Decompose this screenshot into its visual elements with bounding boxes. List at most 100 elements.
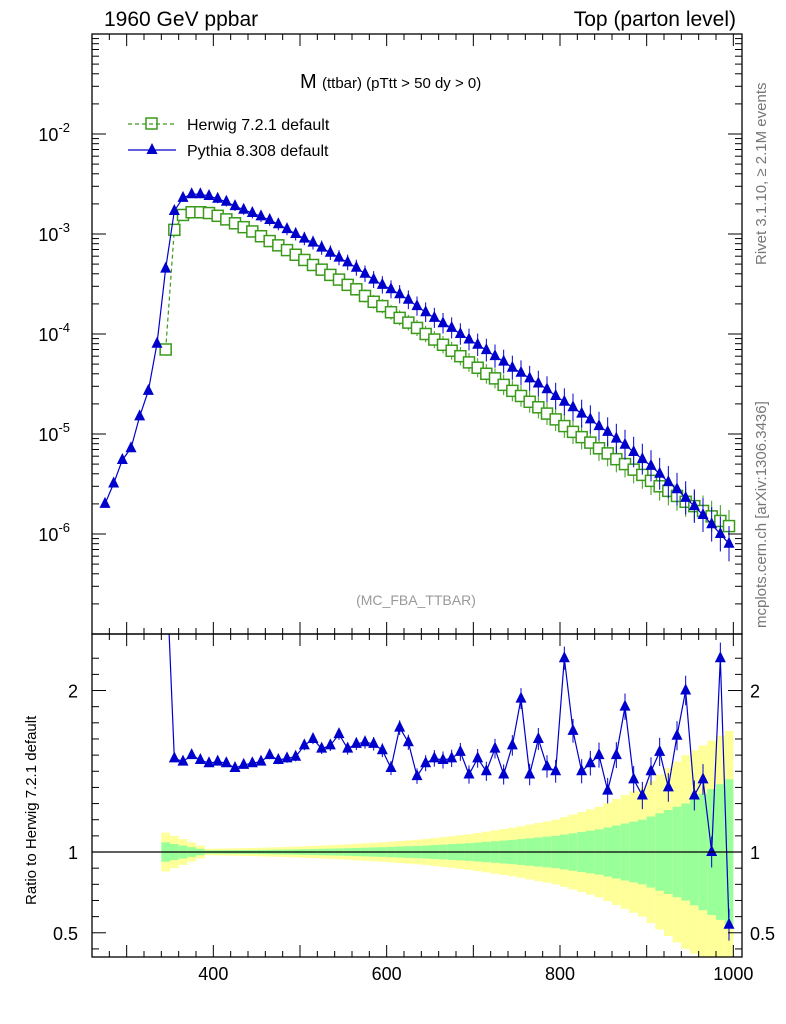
data-point-triangle bbox=[472, 751, 484, 763]
legend-label-herwig: Herwig 7.2.1 default bbox=[187, 117, 330, 134]
data-point-triangle bbox=[506, 360, 518, 372]
legend-entry-pythia: Pythia 8.308 default bbox=[128, 143, 329, 160]
data-point-triangle bbox=[550, 764, 562, 776]
data-point-triangle bbox=[593, 419, 605, 431]
header-left-label: 1960 GeV ppbar bbox=[104, 8, 259, 31]
data-point-triangle bbox=[194, 752, 206, 764]
data-point-square bbox=[488, 372, 502, 385]
x-tick-label: 400 bbox=[198, 964, 228, 984]
data-point-triangle bbox=[688, 788, 700, 800]
data-point-triangle bbox=[168, 203, 180, 215]
ratio-y-tick-label-right: 2 bbox=[750, 682, 760, 702]
data-point-triangle bbox=[576, 406, 588, 418]
data-point-triangle bbox=[99, 496, 111, 508]
data-point-square bbox=[549, 413, 562, 426]
data-point-triangle bbox=[654, 466, 666, 478]
data-point-triangle bbox=[714, 527, 726, 538]
data-point-triangle bbox=[324, 245, 336, 257]
data-point-triangle bbox=[645, 458, 657, 470]
data-point-triangle bbox=[437, 316, 449, 328]
series-line bbox=[104, 193, 730, 545]
data-point-triangle bbox=[125, 441, 137, 453]
data-point-square bbox=[350, 283, 363, 296]
data-point-triangle bbox=[463, 332, 475, 344]
data-point-triangle bbox=[385, 282, 397, 294]
data-point-triangle bbox=[480, 343, 492, 355]
data-point-triangle bbox=[316, 741, 328, 753]
plot-title-main: M bbox=[300, 71, 317, 93]
data-point-triangle bbox=[532, 376, 544, 388]
data-point-triangle bbox=[489, 349, 501, 361]
data-point-square bbox=[168, 223, 181, 237]
y-tick-label: 10-6 bbox=[38, 520, 70, 545]
x-tick-label: 800 bbox=[545, 964, 575, 984]
main-plot-series bbox=[99, 187, 736, 562]
data-point-triangle bbox=[723, 536, 735, 548]
data-point-square bbox=[532, 401, 545, 414]
data-point-triangle bbox=[359, 735, 371, 747]
data-point-triangle bbox=[602, 424, 614, 436]
data-point-triangle bbox=[680, 490, 692, 502]
data-point-triangle bbox=[411, 769, 423, 781]
ratio-y-tick-label-right: 1 bbox=[750, 843, 760, 863]
data-point-triangle bbox=[307, 731, 319, 743]
data-point-triangle bbox=[298, 738, 310, 750]
data-point-triangle bbox=[498, 354, 510, 366]
data-point-triangle bbox=[134, 409, 146, 421]
data-point-triangle bbox=[593, 748, 605, 760]
data-point-triangle bbox=[524, 767, 536, 779]
data-point-triangle bbox=[255, 209, 267, 221]
data-point-triangle bbox=[333, 727, 345, 739]
data-point-triangle bbox=[142, 383, 154, 395]
data-point-triangle bbox=[584, 756, 596, 768]
data-point-triangle bbox=[515, 691, 527, 703]
data-point-triangle bbox=[472, 337, 484, 349]
data-point-triangle bbox=[212, 191, 224, 203]
mcplots-side-label: mcplots.cern.ch [arXiv:1306.3436] bbox=[753, 401, 770, 628]
data-point-triangle bbox=[298, 231, 310, 243]
data-point-triangle bbox=[619, 437, 631, 449]
data-point-triangle bbox=[498, 767, 510, 779]
data-point-triangle bbox=[203, 188, 215, 200]
data-point-triangle bbox=[402, 735, 414, 747]
ratio-y-tick-label: 0.5 bbox=[53, 924, 78, 944]
data-point-triangle bbox=[515, 365, 527, 377]
data-point-triangle bbox=[203, 756, 215, 768]
data-point-triangle bbox=[238, 202, 250, 214]
data-point-triangle bbox=[706, 517, 718, 529]
data-point-triangle bbox=[177, 754, 189, 766]
x-tick-label: 600 bbox=[372, 964, 402, 984]
data-point-triangle bbox=[645, 764, 657, 776]
data-point-square bbox=[159, 343, 172, 356]
watermark-label: (MC_FBA_TTBAR) bbox=[356, 592, 476, 608]
legend-label-pythia: Pythia 8.308 default bbox=[187, 143, 329, 160]
data-point-triangle bbox=[610, 431, 622, 443]
y-tick-label: 10-5 bbox=[38, 420, 70, 445]
data-point-triangle bbox=[264, 213, 276, 225]
data-point-triangle bbox=[368, 736, 380, 748]
data-point-triangle bbox=[628, 772, 640, 784]
data-point-triangle bbox=[186, 187, 198, 199]
plot-title-sub: (ttbar) (pTtt > 50 dy > 0) bbox=[322, 75, 481, 92]
data-point-triangle bbox=[342, 741, 354, 753]
data-point-triangle bbox=[220, 194, 232, 206]
data-point-triangle bbox=[446, 751, 458, 763]
data-point-triangle bbox=[411, 299, 423, 311]
data-point-triangle bbox=[610, 748, 622, 760]
data-point-triangle bbox=[255, 754, 267, 766]
data-point-triangle bbox=[272, 752, 284, 764]
data-point-triangle bbox=[428, 751, 440, 763]
data-point-triangle bbox=[662, 780, 674, 792]
data-point-triangle bbox=[350, 736, 362, 748]
data-point-triangle bbox=[541, 382, 553, 394]
data-point-triangle bbox=[532, 731, 544, 743]
data-point-triangle bbox=[368, 272, 380, 284]
data-point-triangle bbox=[376, 743, 388, 755]
data-point-triangle bbox=[160, 261, 172, 273]
data-point-triangle bbox=[567, 400, 579, 412]
data-point-triangle bbox=[220, 756, 232, 768]
data-point-triangle bbox=[567, 723, 579, 735]
data-point-triangle bbox=[697, 772, 709, 784]
data-point-triangle bbox=[307, 235, 319, 247]
